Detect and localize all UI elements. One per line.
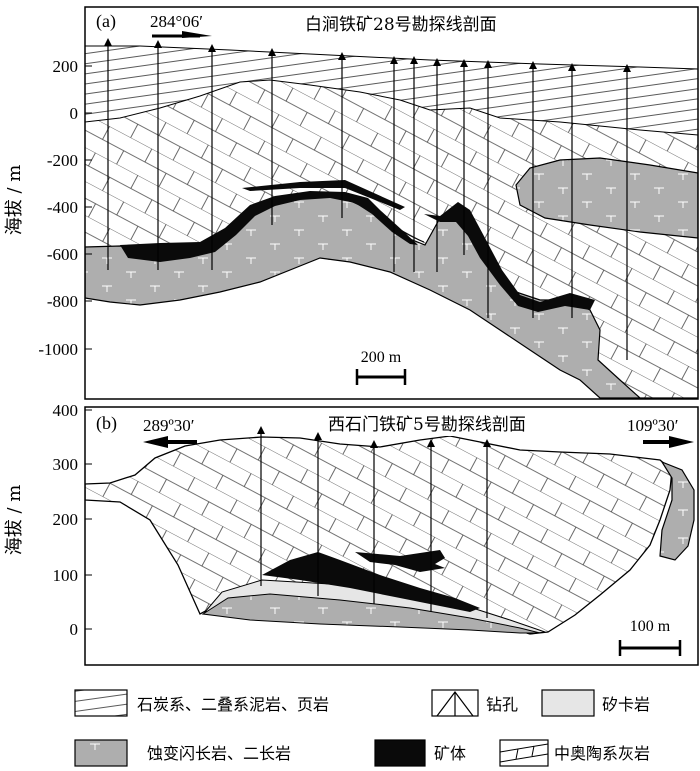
scale-bar-b: 100 m <box>618 618 682 656</box>
panel-b-label: (b) <box>96 413 117 434</box>
panel-a: 200 0 -200 -400 -600 -800 -1000 海拔 / m (… <box>4 6 699 400</box>
legend-label: 矿体 <box>434 744 466 763</box>
ore-body-b-2 <box>355 550 445 572</box>
legend-item-diorite: 蚀变闪长岩、二长岩 <box>74 739 291 767</box>
ore-body-b-1 <box>262 552 480 612</box>
legend-label: 石炭系、二叠系泥岩、页岩 <box>137 695 329 714</box>
legend-item-drill: 钻孔 <box>431 689 518 717</box>
y-tick-label: -200 <box>47 151 78 170</box>
y-tick-label: 0 <box>70 104 79 123</box>
panel-b: 400 300 200 100 0 海拔 / m (b) 289º30′ 西石门… <box>4 401 699 666</box>
direction-arrow-b-left <box>143 436 197 448</box>
legend: 石炭系、二叠系泥岩、页岩 钻孔 矽卡岩 蚀变闪长岩、二长岩 矿体 中奥陶系灰岩 <box>74 689 650 767</box>
legend-label: 钻孔 <box>486 695 518 714</box>
ore-body-a-2 <box>242 180 405 210</box>
panel-b-frame <box>84 406 699 666</box>
panel-a-title: 白涧铁矿28号勘探线剖面 <box>305 15 497 35</box>
ore-body-a-3 <box>424 202 595 312</box>
y-axis-title: 海拔 / m <box>4 165 25 236</box>
y-tick-label: -800 <box>47 292 78 311</box>
drill-holes-b <box>260 430 488 618</box>
diorite-body-b-right <box>659 460 695 561</box>
bearing-label-b-right: 109º30′ <box>627 416 679 435</box>
legend-item-limestone: 中奥陶系灰岩 <box>499 739 650 767</box>
panel-b-title: 西石门铁矿5号勘探线剖面 <box>328 415 526 435</box>
ore-body-a-1 <box>120 191 418 262</box>
scale-bar-a: 200 m <box>350 346 412 386</box>
bearing-label-b-left: 289º30′ <box>143 416 195 435</box>
bearing-label-a: 284°06′ <box>150 12 203 31</box>
panel-a-yaxis: 200 0 -200 -400 -600 -800 -1000 海拔 / m <box>4 57 92 359</box>
y-axis-title: 海拔 / m <box>4 485 25 556</box>
y-tick-label: 300 <box>53 455 79 474</box>
diorite-body-b <box>201 593 541 634</box>
drill-hole-tops-a <box>104 38 631 72</box>
drill-hole-tops-b <box>257 426 491 448</box>
panel-b-yaxis: 400 300 200 100 0 海拔 / m <box>4 401 92 639</box>
direction-arrow-a <box>152 31 212 38</box>
y-tick-label: -1000 <box>38 340 78 359</box>
legend-item-skarn: 矽卡岩 <box>541 689 650 717</box>
panel-a-label: (a) <box>96 11 116 32</box>
y-tick-label: 0 <box>70 620 79 639</box>
y-tick-label: 200 <box>53 57 79 76</box>
scale-label-a: 200 m <box>361 349 402 366</box>
legend-item-shale: 石炭系、二叠系泥岩、页岩 <box>74 689 329 717</box>
legend-label: 矽卡岩 <box>602 695 650 714</box>
y-tick-label: 100 <box>53 566 79 585</box>
legend-item-ore: 矿体 <box>374 739 466 767</box>
direction-arrow-b-right <box>643 436 694 448</box>
diorite-body-a-right <box>515 157 698 239</box>
y-tick-label: -600 <box>47 245 78 264</box>
panel-a-frame <box>84 6 699 400</box>
scale-label-b: 100 m <box>630 618 671 635</box>
legend-label: 蚀变闪长岩、二长岩 <box>147 744 291 763</box>
drill-holes-a <box>107 42 628 360</box>
y-tick-label: 200 <box>53 510 79 529</box>
legend-label: 中奥陶系灰岩 <box>554 744 650 763</box>
y-tick-label: -400 <box>47 198 78 217</box>
y-tick-label: 400 <box>53 401 79 420</box>
